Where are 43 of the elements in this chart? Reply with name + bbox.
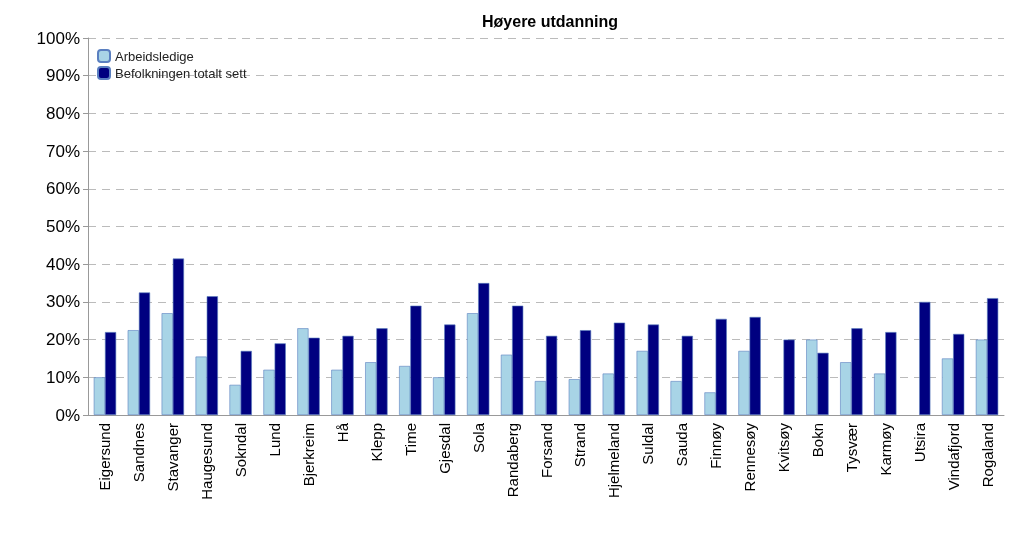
x-tick-label: Utsira <box>910 422 928 463</box>
x-tick-label: Sola <box>469 422 487 454</box>
bar <box>919 301 931 415</box>
x-tick-label: Forsand <box>537 423 555 479</box>
y-tick-label: 10% <box>45 367 80 387</box>
y-tick-label: 80% <box>45 103 80 123</box>
x-tick-label: Bjerkreim <box>300 423 318 487</box>
x-tick-label: Stavanger <box>164 423 182 492</box>
x-tick-label: Finnøy <box>707 422 725 469</box>
x-tick-label: Randaberg <box>503 423 521 498</box>
y-tick-label: 70% <box>45 141 80 161</box>
y-tick-label: 0% <box>55 405 80 425</box>
y-tick-label: 30% <box>45 292 80 312</box>
legend-label: Arbeidsledige <box>115 48 194 64</box>
y-tick-label: 100% <box>36 28 80 48</box>
x-tick-label: Vindafjord <box>944 423 962 491</box>
x-tick-label: Bokn <box>808 423 826 458</box>
x-tick-label: Eigersund <box>96 423 114 491</box>
y-tick-label: 90% <box>45 66 80 86</box>
y-tick-label: 60% <box>45 179 80 199</box>
x-tick-label: Lund <box>266 423 284 457</box>
x-tick-label: Tysvær <box>842 423 860 473</box>
x-tick-label: Haugesund <box>198 423 216 500</box>
x-tick-label: Kvitsøy <box>774 422 792 473</box>
x-tick-label: Hjelmeland <box>605 423 623 499</box>
x-tick-label: Karmøy <box>876 422 894 476</box>
y-tick-label: 50% <box>45 217 80 236</box>
x-tick-label: Sauda <box>673 422 691 467</box>
y-tick-label: 40% <box>45 254 80 274</box>
x-tick-label: Suldal <box>639 423 657 465</box>
x-tick-label: Sandnes <box>130 423 148 483</box>
legend-label: Befolkningen totalt sett <box>115 65 247 81</box>
x-tick-label: Gjesdal <box>435 423 453 474</box>
x-tick-label: Hå <box>333 422 351 443</box>
x-tick-label: Rennesøy <box>741 422 759 492</box>
x-tick-label: Klepp <box>367 423 385 462</box>
x-tick-label: Rogaland <box>978 423 996 488</box>
x-tick-label: Time <box>401 423 419 456</box>
bar <box>783 339 795 415</box>
x-tick-label: Sokndal <box>232 423 250 478</box>
chart-title: Høyere utdanning <box>481 12 619 30</box>
x-tick-label: Strand <box>571 423 589 468</box>
y-tick-label: 20% <box>45 330 80 350</box>
